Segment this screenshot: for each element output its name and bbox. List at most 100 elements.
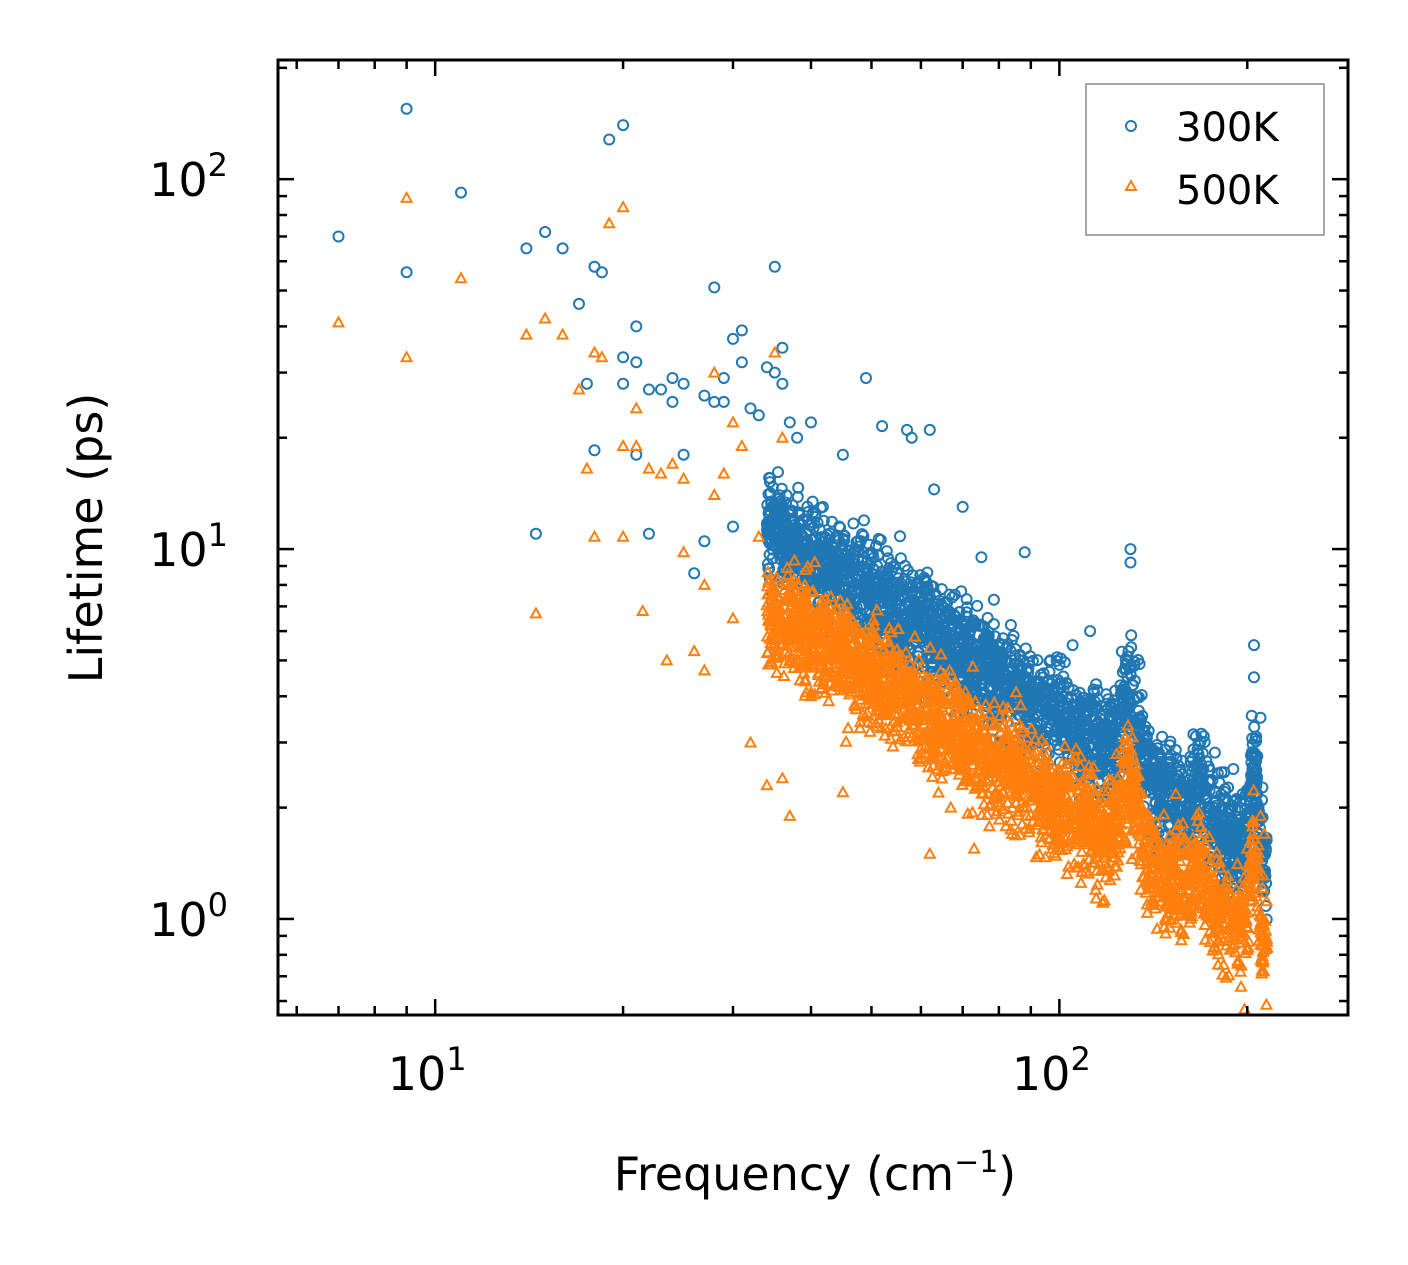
cloud-point-500k <box>908 629 922 642</box>
cloud-point-500k <box>1065 753 1079 766</box>
cloud-point-500k <box>975 807 989 820</box>
cloud-point-300k <box>772 466 784 479</box>
cloud-point-300k <box>1215 788 1228 801</box>
cloud-point-500k <box>1232 894 1247 907</box>
cloud-point-300k <box>1098 713 1110 726</box>
cloud-point-500k <box>925 769 940 782</box>
cloud-point-500k <box>979 697 993 710</box>
cloud-point-300k <box>1091 752 1104 765</box>
cloud-point-500k <box>1078 857 1092 870</box>
cloud-point-500k <box>899 645 913 658</box>
cloud-point-300k <box>816 500 829 513</box>
cloud-point-300k <box>1023 656 1035 669</box>
cloud-point-300k <box>1129 714 1142 727</box>
cloud-point-300k <box>1040 726 1053 739</box>
cloud-point-300k <box>828 551 841 564</box>
cloud-point-500k <box>1259 997 1274 1010</box>
cloud-point-500k <box>1179 891 1193 904</box>
cloud-point-500k <box>977 751 991 764</box>
cloud-point-500k <box>1174 933 1188 946</box>
cloud-point-300k <box>1191 747 1204 760</box>
cloud-point-500k <box>839 734 853 747</box>
cloud-point-300k <box>837 575 850 588</box>
cloud-point-300k <box>877 590 890 603</box>
cloud-point-500k <box>1255 954 1269 967</box>
cloud-point-500k <box>924 707 938 720</box>
cloud-point-500k <box>1011 736 1025 749</box>
cloud-point-300k <box>1242 806 1255 819</box>
cloud-point-500k <box>1008 828 1023 841</box>
cloud-point-300k <box>852 578 865 591</box>
cloud-point-500k <box>1024 808 1038 821</box>
cloud-point-300k <box>871 559 884 572</box>
cloud-point-500k <box>921 678 936 691</box>
cloud-point-500k <box>1196 826 1210 839</box>
cloud-point-300k <box>1213 776 1226 789</box>
cloud-point-300k <box>1084 698 1097 711</box>
cloud-point-500k <box>866 694 880 707</box>
cloud-point-500k <box>836 637 850 650</box>
cloud-point-500k <box>1102 772 1116 785</box>
cloud-point-500k <box>985 744 1000 757</box>
cloud-point-300k <box>1078 691 1090 704</box>
cloud-point-300k <box>956 652 969 665</box>
cloud-point-300k <box>1242 790 1255 803</box>
cloud-point-500k <box>1238 914 1253 927</box>
cloud-point-500k <box>768 585 783 598</box>
cloud-point-500k <box>1192 860 1207 873</box>
cloud-point-500k <box>1092 857 1107 870</box>
cloud-point-300k <box>1105 719 1118 732</box>
cloud-point-300k <box>1113 708 1126 720</box>
cloud-point-500k <box>1020 730 1034 743</box>
cloud-point-500k <box>1085 798 1100 811</box>
cloud-point-300k <box>820 579 833 592</box>
cloud-point-500k <box>996 802 1010 815</box>
cloud-point-500k <box>1208 877 1223 890</box>
cloud-point-500k <box>862 634 876 647</box>
cloud-point-500k <box>858 636 873 649</box>
cloud-point-500k <box>971 778 985 791</box>
cloud-point-500k <box>1076 816 1091 829</box>
cloud-point-300k <box>769 524 782 536</box>
cloud-point-300k <box>1088 686 1101 699</box>
cloud-point-500k <box>1169 833 1184 846</box>
cloud-point-500k <box>906 670 921 683</box>
cloud-point-500k <box>978 723 992 736</box>
cloud-point-300k <box>1059 732 1071 745</box>
cloud-point-500k <box>1102 861 1116 874</box>
cloud-point-300k <box>963 636 975 649</box>
cloud-point-300k <box>1190 775 1203 788</box>
cloud-point-500k <box>792 640 806 653</box>
cloud-point-300k <box>1208 746 1221 759</box>
cloud-point-300k <box>1156 730 1169 743</box>
cloud-point-500k <box>813 641 828 654</box>
cloud-point-500k <box>967 712 981 725</box>
cloud-point-300k <box>1163 739 1176 752</box>
cloud-point-300k <box>1226 795 1239 808</box>
cloud-point-500k <box>987 695 1001 708</box>
cloud-point-500k <box>1008 764 1023 777</box>
cloud-point-300k <box>770 510 783 523</box>
cloud-point-500k <box>1212 855 1227 868</box>
cloud-point-300k <box>817 514 830 527</box>
cloud-point-500k <box>1108 859 1122 872</box>
cloud-point-300k <box>1197 730 1210 743</box>
cloud-point-500k <box>1136 842 1150 855</box>
cloud-point-500k <box>983 715 997 728</box>
cloud-point-500k <box>922 719 937 732</box>
cloud-point-500k <box>853 715 868 728</box>
cloud-point-500k <box>1055 756 1069 769</box>
cloud-point-300k <box>1116 666 1129 679</box>
cloud-point-500k <box>949 678 963 691</box>
cloud-point-500k <box>1247 871 1261 884</box>
cloud-point-500k <box>935 771 949 784</box>
cloud-point-300k <box>837 529 850 542</box>
cloud-point-300k <box>895 585 908 598</box>
cloud-point-500k <box>818 607 832 620</box>
cloud-point-500k <box>1024 721 1039 734</box>
cloud-point-300k <box>1131 690 1144 703</box>
cloud-point-500k <box>1230 857 1245 870</box>
cloud-point-500k <box>967 739 981 752</box>
cloud-point-500k <box>962 741 977 754</box>
